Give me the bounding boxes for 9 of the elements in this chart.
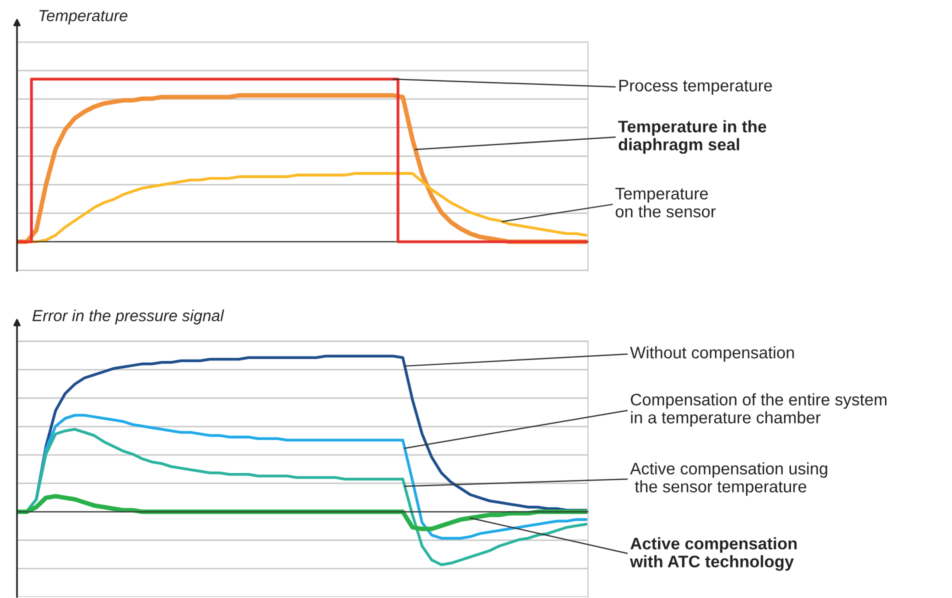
text: Process temperature bbox=[619, 80, 772, 95]
text: Compensation of the entire system in a temperature chamber bbox=[630, 393, 886, 427]
text: Active compensation using the sensor temperature bbox=[630, 462, 828, 496]
text: Temperature in the diaphragm seal bbox=[618, 120, 766, 154]
text: Temperature on the sensor bbox=[615, 188, 716, 218]
text: Without compensation bbox=[630, 346, 794, 362]
y-axis-title: Temperature bbox=[39, 10, 128, 24]
text: Active compensation with ATC technology bbox=[630, 537, 797, 571]
y-axis-title: Error in the pressure signal bbox=[32, 310, 224, 324]
